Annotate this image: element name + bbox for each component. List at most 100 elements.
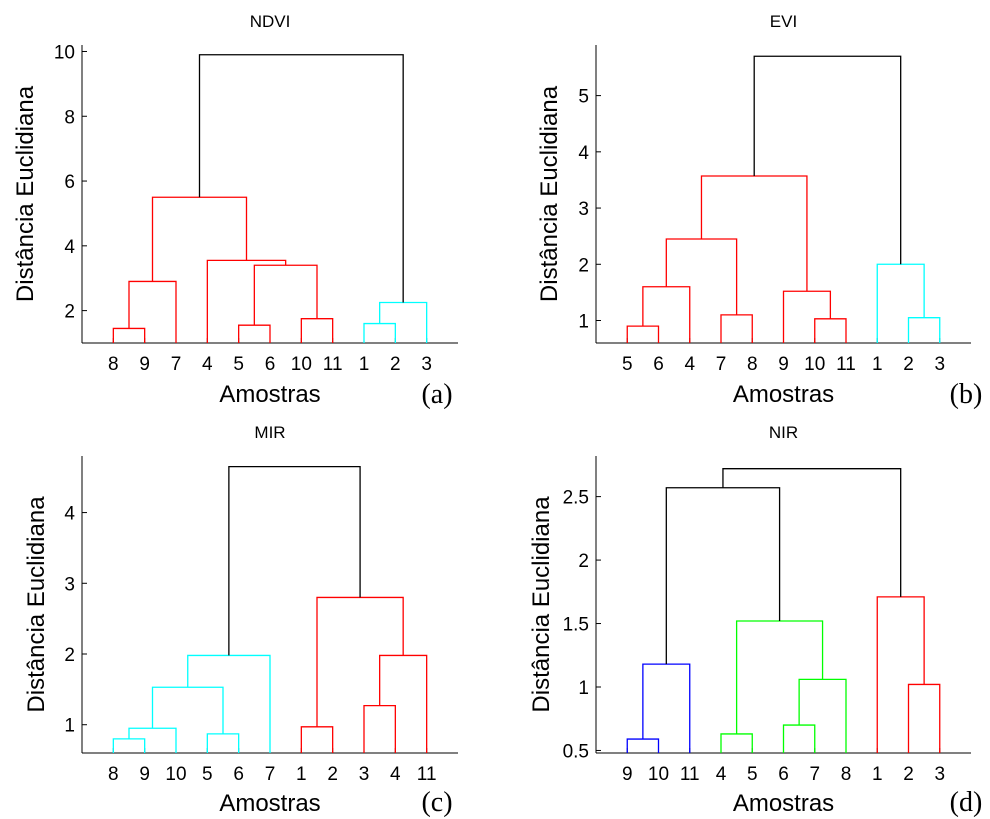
- panel-label: (d): [950, 787, 983, 818]
- y-axis-label: Distância Euclidiana: [12, 85, 39, 302]
- leaf-label: 7: [716, 354, 727, 375]
- y-axis-label: Distância Euclidiana: [528, 496, 555, 713]
- panel-label: (a): [421, 379, 452, 410]
- leaf-label: 5: [233, 354, 244, 375]
- leaf-label: 5: [202, 764, 213, 785]
- y-tick-label: 4: [578, 143, 589, 164]
- leaf-label: 11: [680, 764, 700, 785]
- y-tick-label: 1: [578, 312, 589, 333]
- leaf-label: 9: [778, 354, 789, 375]
- panel-label: (c): [421, 787, 452, 818]
- leaf-label: 5: [622, 354, 633, 375]
- y-tick-label: 8: [64, 107, 75, 128]
- y-tick-label: 2: [64, 645, 75, 666]
- y-tick-label: 6: [64, 172, 75, 193]
- leaf-label: 6: [265, 354, 276, 375]
- leaf-label: 6: [233, 764, 244, 785]
- leaf-label: 7: [171, 354, 182, 375]
- y-tick-label: 5: [578, 87, 589, 108]
- dendrogram-link: [300, 318, 334, 343]
- leaf-label: 4: [390, 764, 401, 785]
- y-tick-label: 4: [64, 237, 75, 258]
- dendrogram-link: [228, 465, 361, 656]
- chart-title: MIR: [254, 423, 285, 442]
- leaf-label: 8: [747, 354, 758, 375]
- leaf-label: 10: [291, 354, 312, 375]
- dendrogram-link: [782, 724, 816, 753]
- dendrogram-link: [720, 733, 753, 753]
- leaf-label: 4: [202, 354, 213, 375]
- x-axis-label: Amostras: [219, 381, 320, 408]
- dendrogram-link: [642, 286, 691, 343]
- dendrogram-link: [798, 678, 847, 753]
- leaf-label: 7: [809, 764, 820, 785]
- chart-title: NDVI: [250, 12, 291, 31]
- leaf-label: 8: [108, 354, 119, 375]
- leaf-label: 10: [648, 764, 669, 785]
- y-tick-label: 4: [64, 504, 75, 525]
- dendrogram-link: [665, 487, 781, 665]
- x-axis-label: Amostras: [733, 790, 834, 817]
- leaf-label: 4: [716, 764, 727, 785]
- leaf-label: 8: [108, 764, 119, 785]
- leaf-label: 10: [804, 354, 825, 375]
- leaf-label: 6: [778, 764, 789, 785]
- leaf-label: 9: [139, 764, 150, 785]
- y-tick-label: 1: [578, 678, 589, 699]
- y-axis-label: Distância Euclidiana: [23, 496, 50, 713]
- leaf-label: 2: [903, 764, 914, 785]
- dendrogram-link: [907, 683, 941, 753]
- y-tick-label: 3: [64, 574, 75, 595]
- y-tick-label: 1.5: [563, 615, 589, 636]
- dendrogram-link: [876, 596, 925, 753]
- leaf-label: 4: [684, 354, 695, 375]
- y-tick-label: 3: [578, 199, 589, 220]
- chart-title: EVI: [770, 12, 797, 31]
- leaf-label: 6: [653, 354, 664, 375]
- leaf-label: 1: [872, 354, 883, 375]
- leaf-label: 7: [265, 764, 276, 785]
- y-tick-label: 2: [578, 255, 589, 276]
- leaf-label: 2: [327, 764, 338, 785]
- dendrogram-link: [814, 318, 847, 343]
- panel-label: (b): [950, 379, 983, 410]
- dendrogram-link: [700, 175, 808, 292]
- dendrogram-link: [198, 54, 404, 303]
- dendrogram-link: [112, 327, 146, 343]
- leaf-label: 5: [747, 764, 758, 785]
- leaf-label: 11: [836, 354, 856, 375]
- leaf-label: 2: [390, 354, 401, 375]
- y-tick-label: 2: [64, 302, 75, 323]
- y-tick-label: 1: [64, 716, 75, 737]
- leaf-label: 3: [934, 354, 945, 375]
- leaf-label: 2: [903, 354, 914, 375]
- leaf-label: 3: [934, 764, 945, 785]
- chart-title: NIR: [769, 423, 798, 442]
- dendrogram-link: [753, 55, 902, 265]
- dendrogram-link: [238, 324, 271, 343]
- leaf-label: 9: [139, 354, 150, 375]
- leaf-label: 9: [622, 764, 633, 785]
- leaf-label: 3: [359, 764, 370, 785]
- leaf-label: 1: [296, 764, 307, 785]
- y-tick-label: 0.5: [563, 741, 589, 762]
- x-axis-label: Amostras: [219, 790, 320, 817]
- x-axis-label: Amostras: [733, 381, 834, 408]
- dendrogram-link: [722, 468, 902, 597]
- dendrogram-link: [128, 280, 177, 343]
- dendrogram-link: [782, 290, 832, 343]
- dendrogram-link: [642, 663, 691, 753]
- dendrogram-link: [300, 726, 334, 753]
- y-tick-label: 2: [578, 551, 589, 572]
- y-tick-label: 10: [54, 42, 75, 63]
- leaf-label: 3: [421, 354, 432, 375]
- dendrogram-link: [151, 686, 224, 734]
- y-axis-label: Distância Euclidiana: [536, 85, 563, 302]
- leaf-label: 11: [323, 354, 343, 375]
- dendrogram-link: [253, 264, 318, 326]
